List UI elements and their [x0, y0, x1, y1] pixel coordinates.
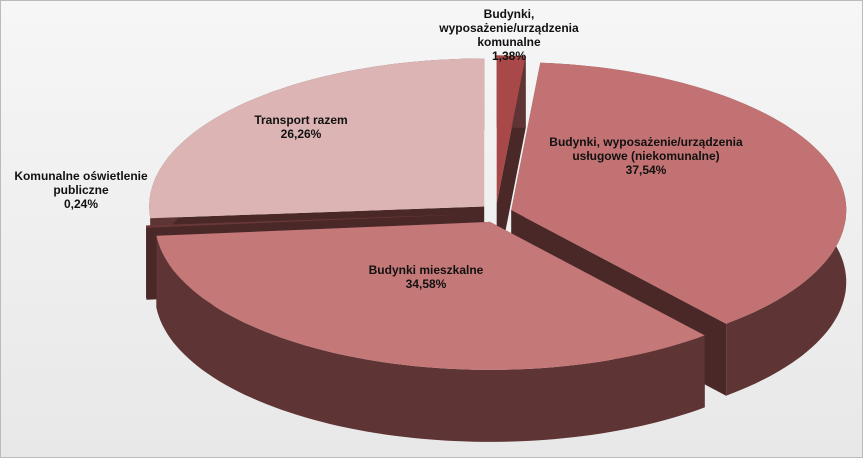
value-label: 34,58% — [405, 277, 447, 291]
category-label: Budynki mieszkalne — [368, 263, 484, 277]
category-label: Komunalne oświetlenie publiczne — [14, 169, 148, 197]
slice — [146, 213, 481, 228]
data-label: Budynki, wyposażenie/urządzenia komunaln… — [419, 7, 599, 63]
slice — [511, 62, 847, 324]
category-label: Budynki, wyposażenie/urządzenia komunaln… — [439, 7, 579, 49]
slice — [156, 221, 705, 370]
data-label: Budynki mieszkalne 34,58% — [331, 263, 521, 291]
slice — [149, 58, 485, 219]
data-label: Transport razem 26,26% — [216, 113, 386, 141]
data-label: Komunalne oświetlenie publiczne 0,24% — [1, 169, 161, 211]
category-label: Transport razem — [254, 113, 348, 127]
slice-side — [156, 235, 705, 442]
value-label: 1,38% — [491, 49, 527, 63]
data-label: Budynki, wyposażenie/urządzenia usługowe… — [541, 135, 751, 177]
value-label: 26,26% — [280, 127, 322, 141]
category-label: Budynki, wyposażenie/urządzenia usługowe… — [549, 135, 743, 163]
value-label: 0,24% — [63, 197, 99, 211]
slice — [496, 55, 526, 204]
value-label: 37,54% — [625, 163, 667, 177]
